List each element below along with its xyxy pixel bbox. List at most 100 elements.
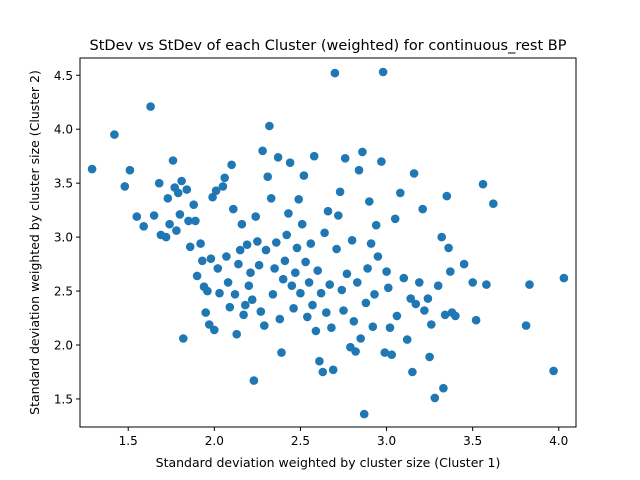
data-point (266, 194, 276, 203)
plot-frame (79, 57, 577, 428)
data-point (265, 121, 274, 131)
data-point (361, 298, 371, 308)
data-point (446, 267, 455, 276)
data-point (309, 151, 319, 161)
chart-title: StDev vs StDev of each Cluster (weighted… (90, 38, 567, 54)
data-point (387, 350, 397, 360)
data-point (185, 242, 195, 252)
data-point (287, 281, 297, 291)
data-point (184, 216, 193, 226)
y-tick-label: 2.0 (54, 339, 73, 353)
data-point (327, 323, 336, 333)
x-tick-label: 1.5 (119, 434, 138, 448)
data-point (409, 169, 419, 178)
data-point (218, 182, 228, 191)
data-point (246, 268, 255, 278)
data-point (242, 240, 252, 249)
data-point (292, 243, 302, 253)
data-point (215, 288, 224, 298)
data-point (277, 348, 286, 357)
data-point (249, 376, 259, 385)
data-point (320, 228, 329, 238)
data-point (489, 199, 498, 208)
data-point (340, 154, 350, 163)
data-point (154, 178, 164, 188)
data-point (328, 365, 338, 375)
data-point (385, 323, 395, 333)
data-point (291, 268, 300, 278)
data-point (301, 257, 310, 267)
data-point (339, 306, 348, 315)
data-point (222, 252, 231, 261)
data-point (323, 206, 333, 216)
data-point (390, 214, 400, 224)
data-point (235, 245, 245, 255)
data-point (132, 212, 142, 221)
data-point (304, 278, 314, 287)
data-point (380, 348, 390, 357)
data-point (125, 165, 135, 175)
data-point (110, 130, 119, 139)
data-point (149, 211, 159, 220)
data-point (411, 299, 421, 309)
data-point (208, 192, 217, 202)
data-point (423, 294, 433, 303)
data-point (366, 239, 376, 248)
data-point (430, 393, 440, 403)
data-point (189, 200, 198, 209)
data-point (342, 269, 352, 279)
y-tick-label: 4.0 (54, 123, 73, 137)
data-point (482, 280, 491, 289)
data-point (316, 288, 326, 298)
data-point (225, 302, 235, 312)
data-point (239, 310, 248, 320)
data-point (459, 259, 469, 269)
data-point (273, 153, 283, 162)
y-tick-label: 3.0 (54, 231, 73, 245)
data-point (451, 311, 460, 321)
data-point (213, 264, 223, 273)
data-point (521, 321, 531, 330)
data-point (244, 281, 254, 291)
data-point (182, 185, 192, 194)
data-point (365, 197, 374, 206)
data-point (172, 226, 181, 235)
x-tick-label: 3.0 (377, 434, 396, 448)
data-point (439, 383, 448, 393)
data-point (261, 245, 271, 255)
data-point (220, 173, 229, 183)
x-tick-label: 2.5 (291, 434, 310, 448)
data-point (173, 188, 183, 198)
data-point (247, 295, 257, 305)
data-point (325, 280, 335, 289)
data-point (289, 304, 298, 313)
data-point (297, 219, 307, 229)
data-point (163, 194, 173, 203)
data-point (165, 219, 174, 229)
data-point (232, 329, 241, 339)
data-point (408, 367, 417, 377)
data-point (370, 290, 379, 299)
data-point (179, 334, 188, 343)
data-point (549, 366, 558, 376)
data-point (425, 352, 434, 362)
data-point (433, 281, 443, 291)
data-point (313, 266, 323, 275)
data-point (201, 308, 210, 317)
data-point (392, 311, 402, 321)
data-point (229, 204, 238, 214)
data-point (358, 147, 367, 157)
x-axis-ticks: 1.5 2.0 2.5 3.0 3.5 4.0 (119, 427, 568, 448)
data-point (280, 256, 290, 266)
data-point (444, 243, 453, 253)
data-point (120, 182, 130, 191)
data-point (440, 310, 450, 320)
data-point (378, 67, 388, 77)
data-point (406, 294, 416, 303)
data-point (332, 244, 341, 254)
x-tick-label: 2.0 (205, 434, 224, 448)
data-point (237, 219, 247, 229)
data-point (373, 252, 383, 261)
